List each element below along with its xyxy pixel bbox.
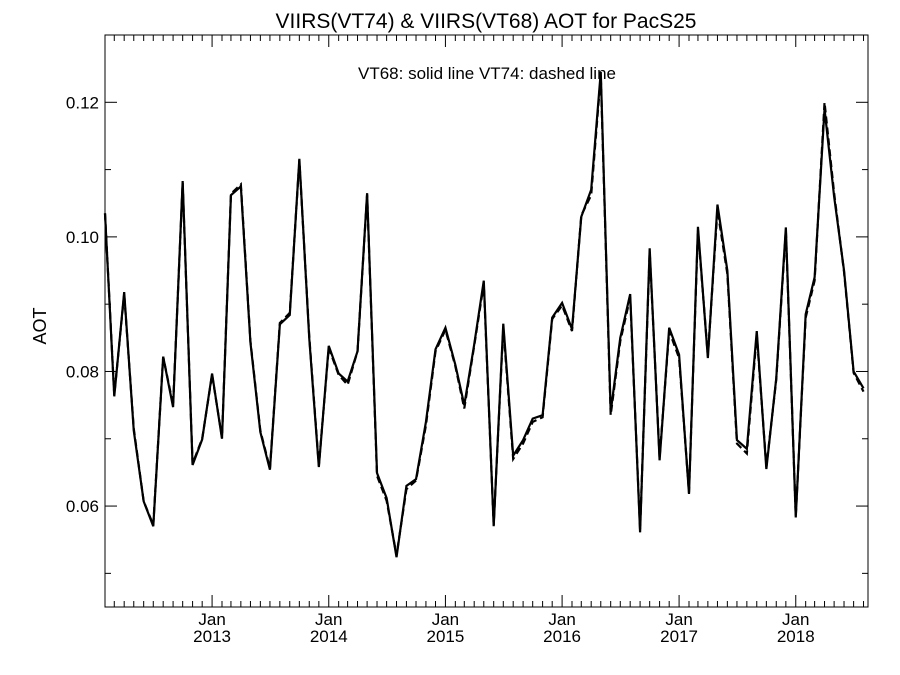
x-tick-label-year: 2014 (310, 627, 348, 646)
chart-title: VIIRS(VT74) & VIIRS(VT68) AOT for PacS25 (276, 10, 697, 33)
y-tick-label: 0.12 (66, 93, 99, 112)
y-tick-label: 0.08 (66, 362, 99, 381)
y-tick-label: 0.06 (66, 497, 99, 516)
series-line-solid (103, 71, 865, 558)
x-tick-label-month: Jan (665, 610, 692, 629)
x-tick-label-year: 2015 (427, 627, 465, 646)
x-tick-label-year: 2017 (660, 627, 698, 646)
y-axis-label: AOT (30, 307, 50, 344)
x-tick-label-year: 2016 (543, 627, 581, 646)
x-tick-label-year: 2013 (193, 627, 231, 646)
series-layer (103, 71, 865, 558)
x-tick-label-year: 2018 (777, 627, 815, 646)
series-legend-note: VT68: solid line VT74: dashed line (358, 64, 616, 83)
x-tick-label-month: Jan (548, 610, 575, 629)
x-tick-label-month: Jan (198, 610, 225, 629)
x-tick-label-month: Jan (432, 610, 459, 629)
x-axis-ticks: Jan2013Jan2014Jan2015Jan2016Jan2017Jan20… (104, 35, 865, 646)
plot-frame (104, 34, 869, 608)
y-axis-ticks: 0.06 0.08 0.10 0.12 (66, 34, 868, 574)
x-tick-label-month: Jan (782, 610, 809, 629)
x-tick-label-month: Jan (315, 610, 342, 629)
y-tick-label: 0.10 (66, 228, 99, 247)
